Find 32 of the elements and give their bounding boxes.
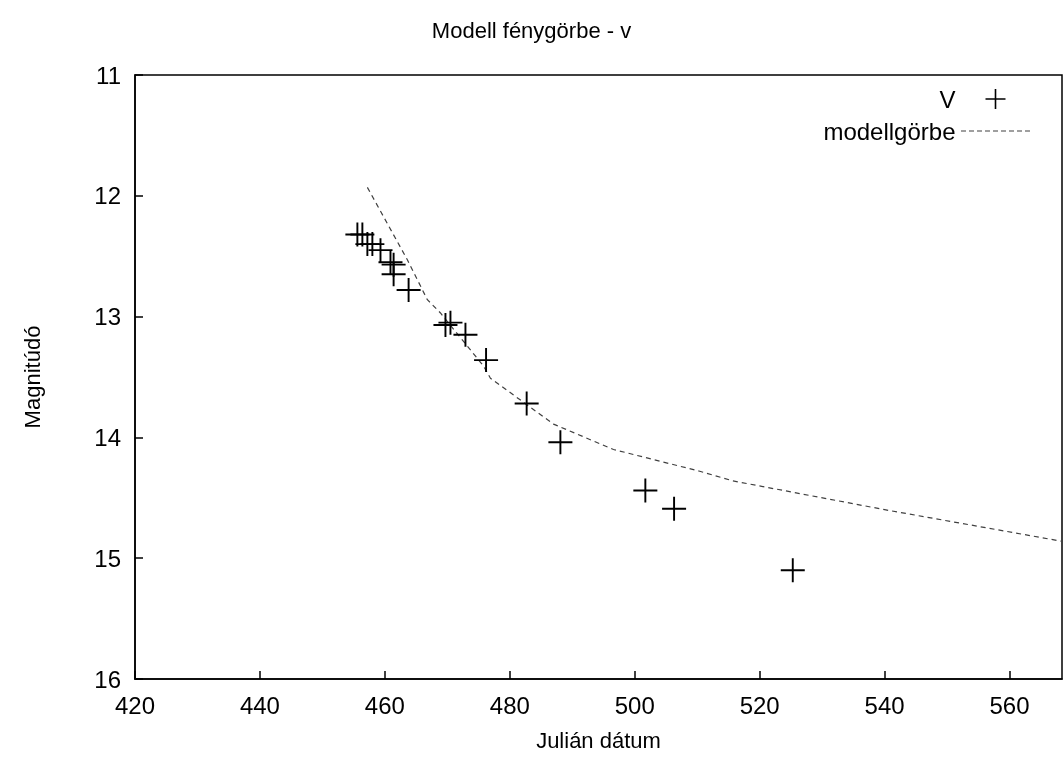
y-tick-label: 13 [94,303,121,331]
x-tick-label: 540 [864,691,905,719]
x-axis-title: Julián dátum [536,727,661,753]
legend-label: modellgörbe [823,117,956,145]
point [433,313,458,338]
y-tick-label: 11 [96,61,121,89]
legend-label: V [939,85,956,113]
point [360,232,385,257]
point [453,322,478,347]
point [396,278,421,303]
x-tick-label: 500 [614,691,655,719]
point [633,478,658,503]
point [381,262,406,287]
y-tick-label: 16 [94,665,121,693]
point [780,558,805,583]
y-axis-title: Magnitúdó [19,325,45,429]
point [514,391,539,416]
x-tick-label: 460 [364,691,405,719]
x-tick-label: 520 [739,691,780,719]
point [548,430,573,455]
y-tick-label: 15 [94,544,121,572]
line-series [366,186,1063,542]
point [662,496,687,521]
y-tick-label: 12 [94,182,121,210]
x-tick-label: 440 [239,691,280,719]
y-tick-label: 14 [94,423,121,451]
point [474,348,499,373]
chart-title: Modell fénygörbe - v [431,17,632,43]
x-tick-label: 420 [114,691,156,719]
point [438,310,463,335]
x-tick-label: 560 [989,691,1030,719]
x-tick-label: 480 [489,691,530,719]
